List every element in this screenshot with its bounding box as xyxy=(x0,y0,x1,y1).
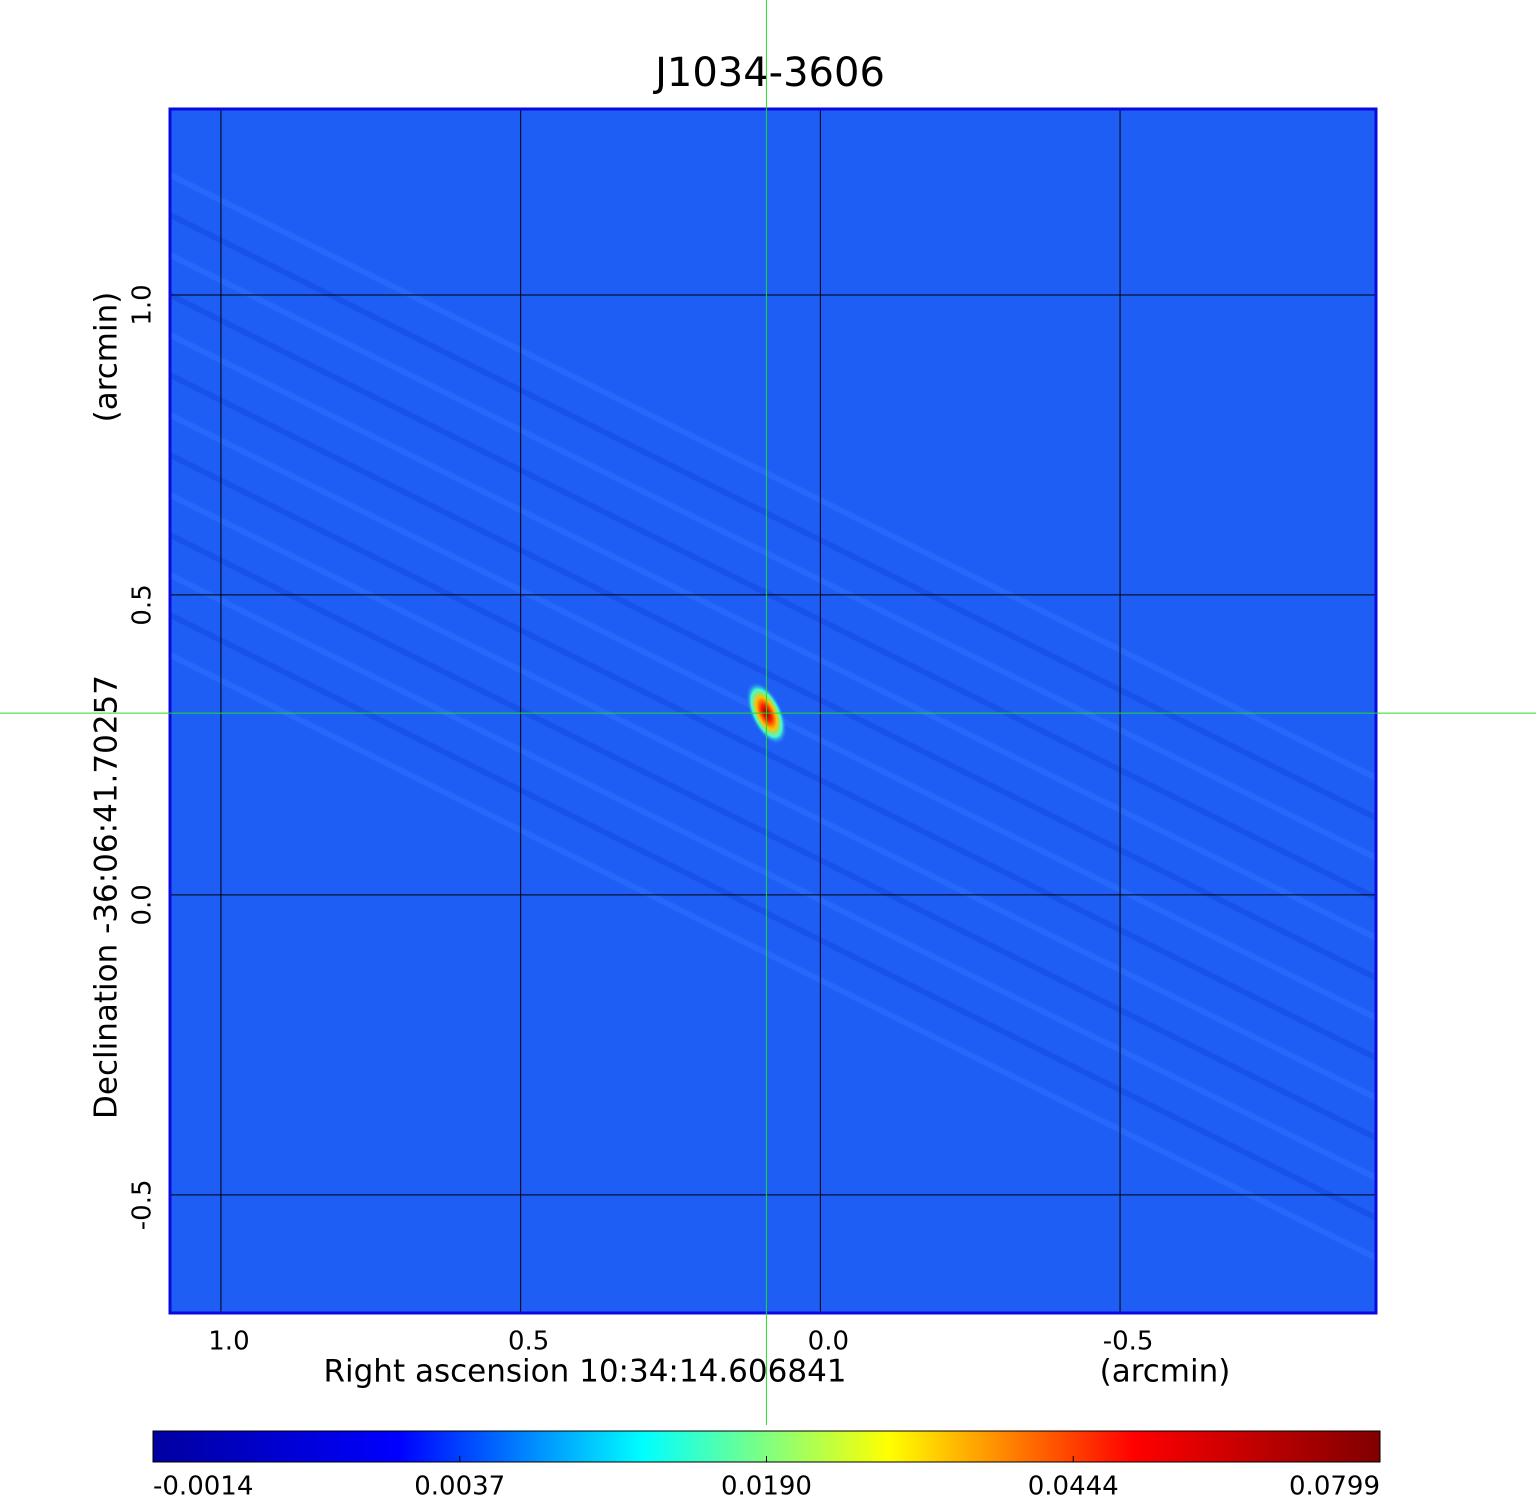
colorbar-tick-label: 0.0037 xyxy=(414,1472,505,1500)
chart-title: J1034-3606 xyxy=(652,50,885,96)
frame xyxy=(168,107,1378,1315)
x-axis-unit: (arcmin) xyxy=(1100,1354,1231,1390)
colorbar-tick-label: 0.0799 xyxy=(1289,1472,1380,1500)
x-tick-label: 0.5 xyxy=(508,1327,549,1357)
colorbar-tick-label: 0.0190 xyxy=(721,1472,812,1500)
x-axis-label: Right ascension 10:34:14.606841 xyxy=(323,1354,846,1390)
y-tick-label: 0.0 xyxy=(128,884,158,925)
colorbar-tick-label: -0.0014 xyxy=(153,1472,253,1500)
y-tick-label: 0.5 xyxy=(128,584,158,625)
x-tick-label: 1.0 xyxy=(208,1327,249,1357)
y-axis-unit: (arcmin) xyxy=(89,292,125,423)
y-axis-label: Declination -36:06:41.70257 xyxy=(89,675,125,1119)
colorbar-tick-label: 0.0444 xyxy=(1028,1472,1119,1500)
x-tick-label: 0.0 xyxy=(808,1327,849,1357)
y-tick-label: -0.5 xyxy=(128,1179,158,1230)
x-tick-label: -0.5 xyxy=(1103,1327,1154,1357)
y-tick-label: 1.0 xyxy=(128,284,158,325)
